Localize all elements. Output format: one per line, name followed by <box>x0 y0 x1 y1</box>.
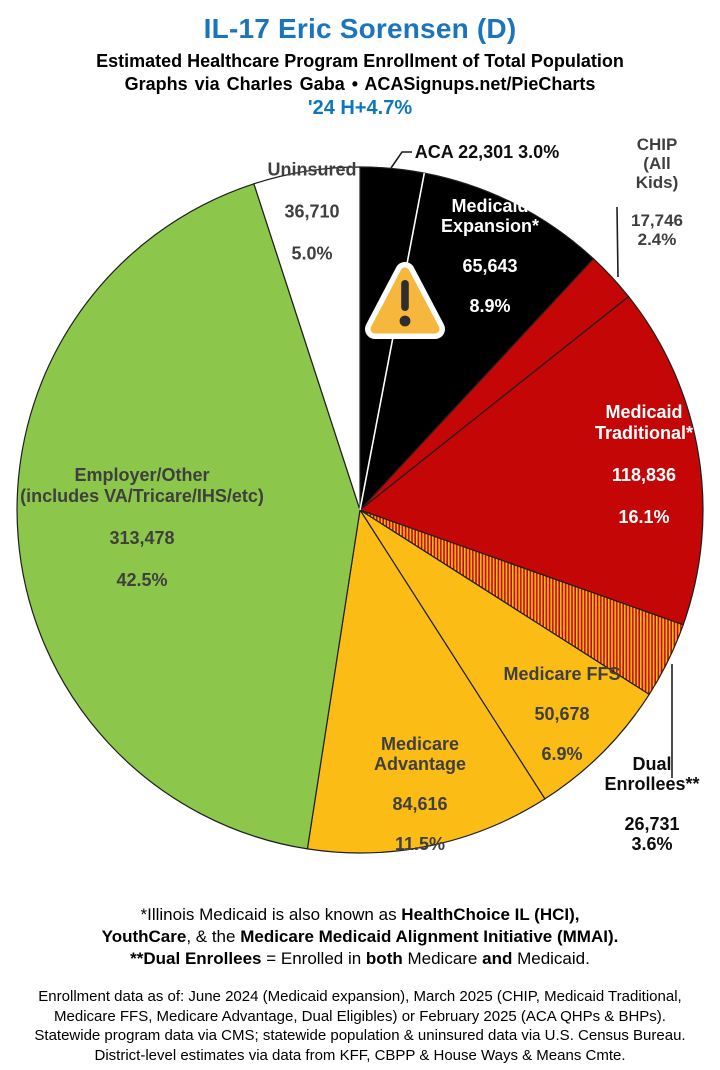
source-notes: Enrollment data as of: June 2024 (Medica… <box>0 987 720 1065</box>
label-aca: ACA 22,301 3.0% <box>414 142 560 162</box>
pie-slice-medicare-ffs <box>359 509 651 800</box>
label-uninsured-name: Uninsured <box>267 159 357 180</box>
label-medicaid-traditional: Medicaid Traditional* 118,836 16.1% <box>595 381 693 549</box>
label-medicaid-expansion-value: 65,643 <box>462 256 518 276</box>
chip-leader-line <box>616 206 619 278</box>
pie-slice-medicaid-traditional <box>358 295 704 626</box>
footnote-line-3: **Dual Enrollees = Enrolled in both Medi… <box>0 948 720 970</box>
aca-expansion-divider <box>359 172 426 511</box>
footnote-2-bold-a: YouthCare <box>101 927 187 946</box>
footnote-line-1: *Illinois Medicaid is also known as Heal… <box>0 904 720 926</box>
label-medicare-ffs-pct: 6.9% <box>541 744 583 764</box>
aca-leader-line <box>390 151 412 169</box>
footnote-1-regular: *Illinois Medicaid is also known as <box>140 905 402 924</box>
pie-slices-group <box>16 166 704 854</box>
source-line-3: Statewide program data via CMS; statewid… <box>34 1027 686 1044</box>
footnote-3-bold-c: and <box>482 949 513 968</box>
label-employer-other-value: 313,478 <box>109 528 175 548</box>
label-uninsured-value: 36,710 <box>284 201 340 222</box>
label-medicaid-expansion-name: Medicaid Expansion* <box>440 196 540 236</box>
pie-slice-uninsured <box>253 166 361 511</box>
label-employer-other: Employer/Other (includes VA/Tricare/IHS/… <box>20 444 264 612</box>
label-medicaid-expansion: Medicaid Expansion* 65,643 8.9% <box>441 176 539 336</box>
label-medicaid-traditional-name: Medicaid Traditional* <box>594 402 694 443</box>
label-uninsured: Uninsured 36,710 5.0% <box>267 139 356 286</box>
footnote-3-bold-b: both <box>365 949 403 968</box>
page-title: IL-17 Eric Sorensen (D) <box>203 13 517 44</box>
label-medicare-advantage-name: Medicare Advantage <box>373 734 467 774</box>
footnote-3-regular-b: Medicare <box>402 949 483 968</box>
label-chip: CHIP (All Kids) 17,746 2.4% <box>626 116 689 268</box>
footnote-3-regular-a: = Enrolled in <box>261 949 366 968</box>
label-chip-name: CHIP (All Kids) <box>635 135 679 192</box>
warning-triangle-icon <box>365 262 445 339</box>
footnote-2-regular: , & the <box>186 927 241 946</box>
pie-slice-employer-other <box>16 183 361 850</box>
label-uninsured-pct: 5.0% <box>291 243 333 264</box>
label-employer-other-pct: 42.5% <box>116 570 168 590</box>
label-chip-value-pct: 17,746 2.4% <box>631 211 683 249</box>
credit-line: Graphs via Charles Gaba • ACASignups.net… <box>124 74 596 94</box>
footnote-line-2: YouthCare, & the Medicare Medicaid Align… <box>0 926 720 948</box>
footnotes: *Illinois Medicaid is also known as Heal… <box>0 904 720 970</box>
label-medicaid-expansion-pct: 8.9% <box>469 296 511 316</box>
label-medicare-advantage-pct: 11.5% <box>394 834 446 854</box>
label-medicare-advantage: Medicare Advantage 84,616 11.5% <box>374 714 466 874</box>
annotation-24h: '24 H+4.7% <box>307 97 413 119</box>
label-dual-enrollees-name: Dual Enrollees** <box>604 754 700 794</box>
footnote-2-bold-b: Medicare Medicaid Alignment Initiative (… <box>240 927 619 946</box>
pie-slice-medicaid-expansion <box>359 172 595 512</box>
label-medicare-ffs: Medicare FFS 50,678 6.9% <box>503 644 620 784</box>
source-line-2: Medicare FFS, Medicare Advantage, Dual E… <box>54 1007 666 1025</box>
source-line-1: Enrollment data as of: June 2024 (Medica… <box>38 988 682 1005</box>
footnote-3-bold-a: **Dual Enrollees <box>130 949 262 968</box>
label-medicare-ffs-value: 50,678 <box>534 704 590 724</box>
label-medicare-advantage-value: 84,616 <box>392 794 448 814</box>
pie-slice-medicare-advantage <box>306 508 546 854</box>
chart-subtitle: Estimated Healthcare Program Enrollment … <box>96 51 624 71</box>
label-medicaid-traditional-value: 118,836 <box>611 465 677 485</box>
footnote-1-bold: HealthChoice IL (HCI), <box>401 905 580 924</box>
label-dual-enrollees-value-pct: 26,731 3.6% <box>624 814 680 854</box>
source-line-4: District-level estimates via data from K… <box>94 1046 626 1064</box>
label-dual-enrollees: Dual Enrollees** 26,731 3.6% <box>604 734 699 874</box>
label-medicare-ffs-name: Medicare FFS <box>503 664 621 684</box>
label-employer-other-name: Employer/Other (includes VA/Tricare/IHS/… <box>20 465 264 506</box>
label-medicaid-traditional-pct: 16.1% <box>618 507 670 527</box>
footnote-3-regular-c: Medicaid. <box>512 949 590 968</box>
